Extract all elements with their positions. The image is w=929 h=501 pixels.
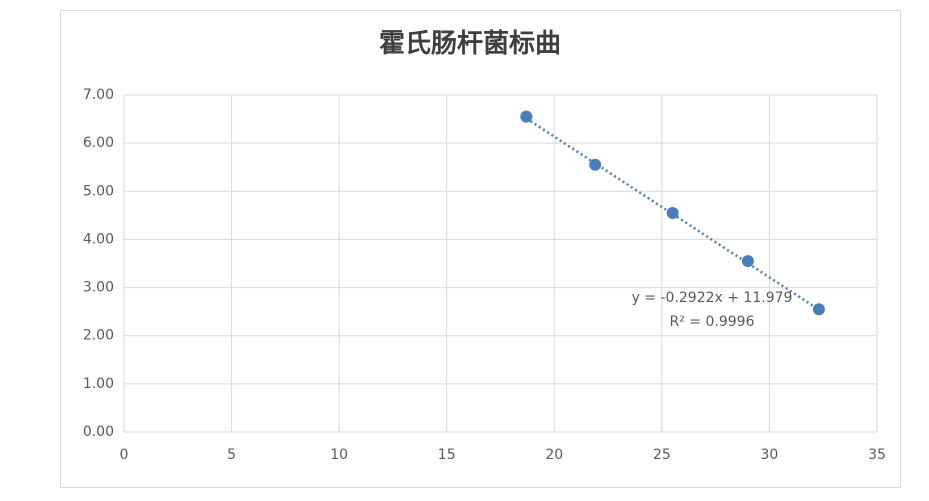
trendline — [525, 117, 820, 311]
x-tick-label: 5 — [227, 447, 236, 463]
data-point — [812, 303, 825, 316]
chart-title: 霍氏肠杆菌标曲 — [379, 29, 561, 59]
chart-frame — [60, 10, 901, 488]
x-tick-label: 20 — [545, 447, 563, 463]
y-tick-label: 1.00 — [83, 376, 114, 392]
y-tick-label: 0.00 — [83, 424, 114, 440]
data-point — [666, 206, 679, 219]
x-tick-label: 10 — [330, 447, 348, 463]
plot-area: 0.00 1.00 2.00 3.00 4.00 5.00 6.00 7.00 0 5 10 15 20… — [83, 87, 886, 463]
y-tick-label: 3.00 — [83, 280, 114, 296]
x-tick-label: 0 — [120, 447, 129, 463]
y-tick-label: 5.00 — [83, 183, 114, 199]
x-tick-label: 15 — [438, 447, 456, 463]
x-tick-label: 30 — [761, 447, 779, 463]
trendline-r-squared: R² = 0.9996 — [670, 314, 755, 330]
trendline-equation: y = -0.2922x + 11.979 — [632, 290, 793, 306]
data-point — [520, 110, 533, 123]
y-tick-label: 7.00 — [83, 87, 114, 103]
y-tick-label: 2.00 — [83, 328, 114, 344]
x-tick-label: 35 — [868, 447, 886, 463]
x-tick-label: 25 — [653, 447, 671, 463]
y-tick-label: 4.00 — [83, 231, 114, 247]
y-tick-label: 6.00 — [83, 135, 114, 151]
data-point — [589, 158, 602, 171]
data-point — [741, 255, 754, 268]
